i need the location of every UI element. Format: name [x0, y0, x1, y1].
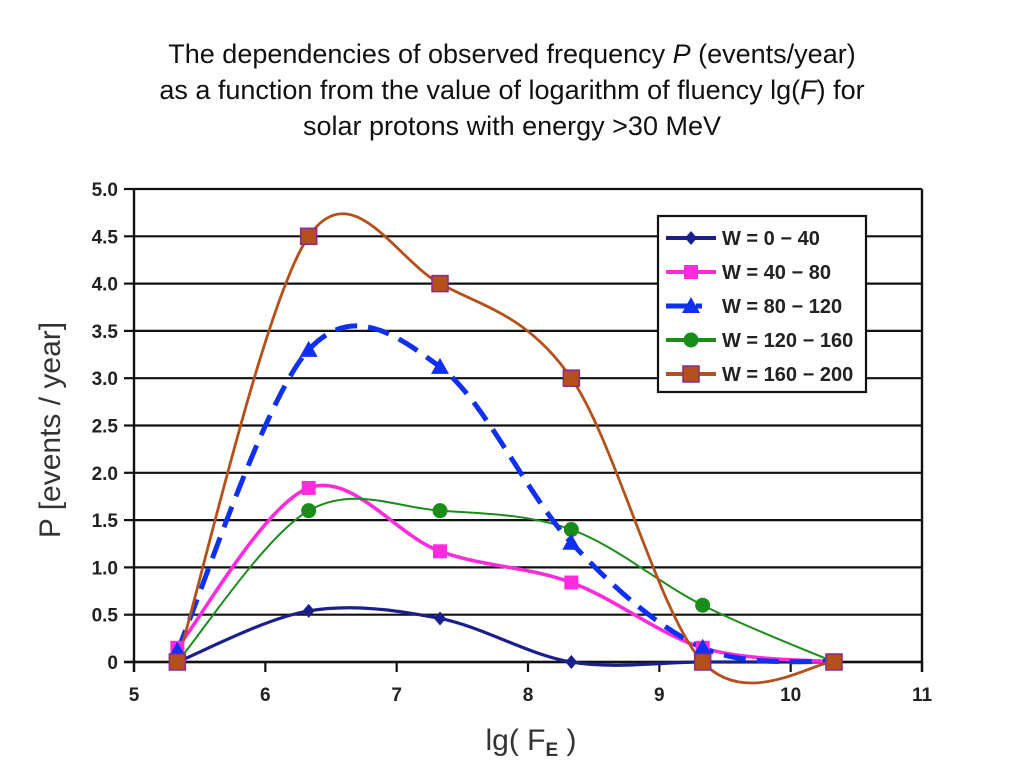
data-point: [432, 503, 448, 519]
y-tick-label: 5.0: [92, 180, 118, 201]
legend-item: W = 160 − 200: [666, 364, 853, 386]
series-markers-3: [169, 503, 842, 670]
legend-label: W = 0 − 40: [722, 228, 820, 250]
y-tick-label: 4.5: [92, 227, 119, 248]
legend-swatch-marker: [684, 265, 698, 279]
y-axis-title: P [events / year]: [34, 322, 67, 538]
data-point: [693, 653, 712, 671]
legend-item: W = 120 − 160: [666, 330, 853, 352]
title-line-1: The dependencies of observed frequency P…: [168, 39, 856, 69]
data-point: [562, 369, 581, 387]
data-point: [433, 544, 448, 559]
x-tick-label: 10: [780, 685, 801, 706]
data-point: [299, 227, 318, 246]
y-tick-label: 2.5: [92, 417, 119, 438]
data-point: [168, 653, 187, 671]
chart-title: The dependencies of observed frequency P…: [0, 36, 1024, 144]
data-point: [825, 653, 843, 671]
legend-label: W = 120 − 160: [722, 330, 853, 352]
x-axis-ticks: 5 6 7 8 9 10 11: [129, 662, 933, 706]
series-line: [176, 497, 835, 663]
data-point: [431, 357, 450, 374]
series-3: [176, 497, 835, 663]
series-markers-4: [168, 227, 843, 671]
data-point: [695, 597, 711, 613]
legend-swatch-marker: [682, 297, 700, 313]
x-tick-label: 7: [391, 685, 402, 706]
x-tick-label: 6: [260, 685, 271, 706]
y-tick-label: 2.0: [92, 464, 118, 485]
series-group: [168, 212, 844, 685]
x-tick-label: 9: [654, 685, 665, 706]
data-point: [565, 655, 578, 669]
legend-item: W = 40 − 80: [666, 262, 831, 284]
y-tick-label: 1.0: [92, 558, 118, 579]
y-tick-label: 0.5: [92, 606, 119, 627]
y-tick-label: 4.0: [92, 275, 118, 296]
legend-swatch-marker: [683, 332, 699, 348]
y-tick-label: 3.0: [92, 369, 118, 390]
title-line-3: solar protons with energy >30 MeV: [303, 111, 721, 141]
data-point: [301, 480, 316, 495]
data-point: [562, 533, 581, 550]
y-tick-label: 1.5: [92, 511, 119, 532]
x-tick-label: 11: [912, 685, 933, 706]
series-line: [176, 606, 835, 667]
y-tick-label: 3.5: [92, 322, 119, 343]
legend: W = 0 − 40 W = 40 − 80 W = 80 − 120 W = 120…: [656, 214, 868, 394]
legend-label: W = 80 − 120: [722, 296, 842, 318]
x-axis-title: lg( FE ): [485, 724, 576, 761]
legend-item: W = 0 − 40: [666, 228, 820, 250]
legend-label: W = 40 − 80: [722, 262, 831, 284]
y-axis-ticks: 0 0.5 1.0 1.5 2.0 2.5 3.0 3.5 4.0 4.5 5.0: [92, 180, 134, 674]
series-1: [175, 483, 835, 664]
data-point: [299, 340, 318, 357]
data-point: [301, 503, 317, 519]
data-point: [434, 611, 447, 626]
series-line: [175, 483, 835, 664]
data-point: [564, 575, 579, 590]
legend-item: W = 80 − 120: [666, 296, 842, 318]
series-0: [176, 606, 835, 667]
legend-swatch-marker: [685, 231, 697, 245]
legend-swatch-marker: [682, 365, 700, 383]
x-tick-label: 5: [129, 685, 140, 706]
y-tick-label: 0: [107, 653, 118, 674]
data-point: [302, 603, 315, 618]
data-point: [431, 274, 449, 293]
legend-label: W = 160 − 200: [722, 364, 853, 386]
x-tick-label: 8: [523, 685, 534, 706]
title-line-2: as a function from the value of logarith…: [159, 75, 865, 105]
data-point: [563, 522, 579, 538]
data-point: [693, 638, 712, 655]
